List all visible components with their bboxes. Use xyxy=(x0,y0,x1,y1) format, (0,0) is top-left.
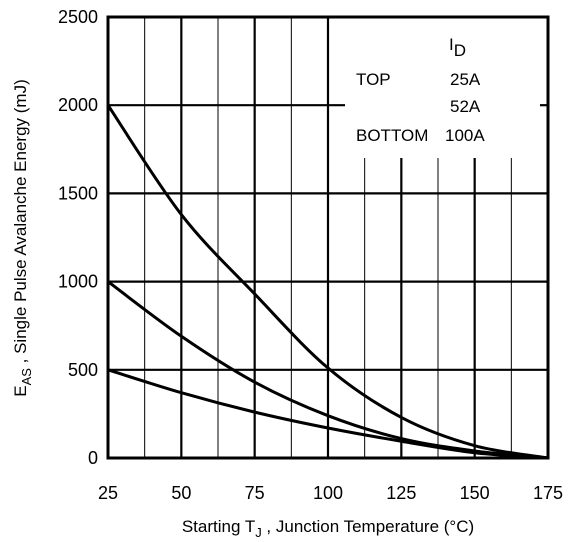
y-tick-labels: 0 500 1000 1500 2000 2500 xyxy=(58,7,98,468)
legend-header: ID xyxy=(449,35,466,60)
y-tick-label: 500 xyxy=(68,360,98,380)
x-tick-label: 125 xyxy=(386,483,416,503)
legend-tag: TOP xyxy=(356,70,391,89)
y-axis-label: EAS , Single Pulse Avalanche Energy (mJ) xyxy=(11,79,34,397)
plot-frame xyxy=(106,15,550,460)
series-line-100A xyxy=(107,368,549,460)
series-curves xyxy=(106,104,549,460)
legend-value: 52A xyxy=(450,97,481,116)
y-tick-label: 1500 xyxy=(58,183,98,203)
y-tick-label: 2000 xyxy=(58,95,98,115)
y-tick-label: 0 xyxy=(88,448,98,468)
x-tick-label: 75 xyxy=(245,483,265,503)
x-tick-label: 100 xyxy=(313,483,343,503)
x-tick-label: 25 xyxy=(98,483,118,503)
legend-tag: BOTTOM xyxy=(356,126,428,145)
x-axis-label: Starting TJ , Junction Temperature (°C) xyxy=(182,517,474,540)
series-line-25A xyxy=(106,104,549,460)
legend-value: 25A xyxy=(450,70,481,89)
x-tick-label: 150 xyxy=(460,483,490,503)
legend-value: 100A xyxy=(445,126,485,145)
y-tick-label: 1000 xyxy=(58,272,98,292)
x-tick-label: 175 xyxy=(533,483,563,503)
x-tick-label: 50 xyxy=(171,483,191,503)
y-tick-label: 2500 xyxy=(58,7,98,27)
series-line-52A xyxy=(107,280,549,460)
x-tick-labels: 25 50 75 100 125 150 175 xyxy=(98,483,563,503)
legend: ID TOP 25A 52A BOTTOM 100A xyxy=(356,35,485,145)
